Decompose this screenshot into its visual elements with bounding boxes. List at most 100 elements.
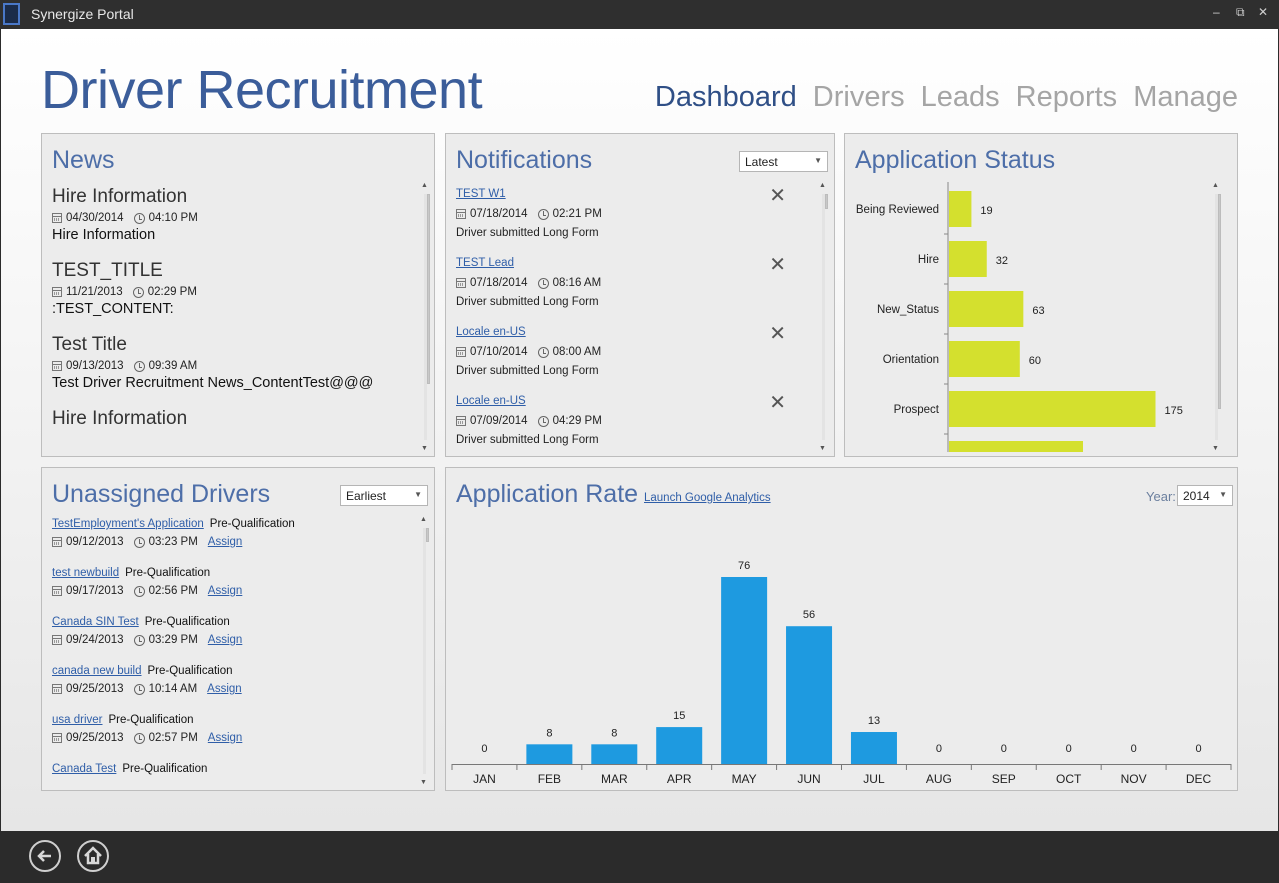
news-scrollbar[interactable]: ▲ ▼ <box>420 182 430 452</box>
clock-icon <box>537 346 549 358</box>
driver-link[interactable]: test newbuild <box>52 567 120 579</box>
assign-link[interactable]: Assign <box>207 683 242 695</box>
rate-month-label: APR <box>667 772 692 786</box>
application-status-chart: Being Reviewed 19 Hire 32 New_Status 63 Orient… <box>856 182 1183 452</box>
clock-icon <box>537 277 549 289</box>
scroll-down-arrow-icon[interactable]: ▼ <box>421 445 428 452</box>
news-item-meta: 11/21/2013 02:29 PM <box>52 286 412 298</box>
news-item-title: Test Title <box>52 334 127 355</box>
driver-link[interactable]: usa driver <box>52 714 103 726</box>
notification-link[interactable]: Locale en-US <box>456 395 526 407</box>
clock-icon <box>133 360 145 372</box>
dismiss-notification-icon[interactable]: ✕ <box>769 323 786 345</box>
driver-time: 02:56 PM <box>148 585 198 597</box>
restore-button[interactable]: ⧉ <box>1236 5 1245 19</box>
driver-date: 09/25/2013 <box>66 683 124 695</box>
driver-time: 03:29 PM <box>148 634 198 646</box>
unassigned-sort-value: Earliest <box>346 489 387 503</box>
news-item-meta: 09/13/2013 09:39 AM <box>52 360 412 372</box>
rate-value-label: 0 <box>936 743 942 755</box>
calendar-icon <box>52 213 62 223</box>
dismiss-notification-icon[interactable]: ✕ <box>769 392 786 414</box>
rate-month-label: JUN <box>797 772 820 786</box>
home-button[interactable] <box>77 840 109 872</box>
status-scrollbar[interactable]: ▲ ▼ <box>1211 182 1221 452</box>
driver-status: Pre-Qualification <box>144 616 230 628</box>
news-item-content: Hire Information <box>52 227 156 243</box>
notification-description: Driver submitted Long Form <box>456 434 599 446</box>
scroll-down-arrow-icon[interactable]: ▼ <box>420 779 427 786</box>
news-item-content: :TEST_CONTENT: <box>52 301 174 317</box>
status-value-label: 19 <box>980 205 992 217</box>
calendar-icon <box>456 416 466 426</box>
chevron-down-icon: ▼ <box>814 156 822 165</box>
dismiss-notification-icon[interactable]: ✕ <box>769 185 786 207</box>
dismiss-notification-icon[interactable]: ✕ <box>769 254 786 276</box>
clock-icon <box>133 732 145 744</box>
application-rate-panel: Application Rate Launch Google Analytics… <box>445 467 1238 791</box>
rate-value-label: 8 <box>546 727 552 739</box>
news-item-title: TEST_TITLE <box>52 260 163 281</box>
rate-month-label: SEP <box>992 772 1016 786</box>
notifications-sort-value: Latest <box>745 155 778 169</box>
notifications-scrollbar[interactable]: ▲ ▼ <box>818 182 828 452</box>
main-content: Driver Recruitment Dashboard Drivers Lea… <box>1 29 1278 831</box>
status-category-label: Orientation <box>883 354 939 366</box>
launch-google-analytics-link[interactable]: Launch Google Analytics <box>644 492 771 504</box>
nav-reports[interactable]: Reports <box>1015 81 1118 113</box>
assign-link[interactable]: Assign <box>207 634 243 646</box>
driver-time: 03:23 PM <box>148 536 198 548</box>
status-value-label: 32 <box>996 255 1008 267</box>
notification-description: Driver submitted Long Form <box>456 296 599 308</box>
clock-icon <box>132 286 144 298</box>
status-value-label: 175 <box>1165 405 1183 417</box>
unassigned-sort-select[interactable]: Earliest ▼ <box>340 485 428 506</box>
rate-month-label: OCT <box>1056 772 1082 786</box>
calendar-icon <box>52 635 62 645</box>
notifications-sort-select[interactable]: Latest ▼ <box>739 151 828 172</box>
scroll-up-arrow-icon[interactable]: ▲ <box>421 182 428 189</box>
status-value-label: 60 <box>1029 355 1041 367</box>
news-title: News <box>52 146 115 174</box>
rate-value-label: 13 <box>868 715 880 727</box>
notification-time: 04:29 PM <box>552 415 602 427</box>
rate-month-label: DEC <box>1186 772 1212 786</box>
driver-link[interactable]: Canada SIN Test <box>52 616 139 628</box>
rate-month-label: MAR <box>601 772 628 786</box>
driver-date: 09/24/2013 <box>66 634 124 646</box>
year-select[interactable]: 2014 ▼ <box>1177 485 1233 506</box>
nav-manage[interactable]: Manage <box>1133 81 1238 113</box>
back-button[interactable] <box>29 840 61 872</box>
top-nav: Dashboard Drivers Leads Reports Manage <box>655 81 1238 114</box>
notification-link[interactable]: TEST Lead <box>456 257 514 269</box>
driver-link[interactable]: Canada Test <box>52 763 117 775</box>
scroll-down-arrow-icon[interactable]: ▼ <box>1212 445 1219 452</box>
driver-link[interactable]: TestEmployment's Application <box>52 518 204 530</box>
notification-item: Locale en-US 07/10/2014 08:00 AM Driver … <box>456 322 816 391</box>
notification-link[interactable]: Locale en-US <box>456 326 526 338</box>
notifications-title: Notifications <box>456 146 593 174</box>
nav-dashboard[interactable]: Dashboard <box>654 81 797 113</box>
nav-leads[interactable]: Leads <box>920 81 1000 113</box>
scroll-down-arrow-icon[interactable]: ▼ <box>819 445 826 452</box>
driver-time: 10:14 AM <box>148 683 198 695</box>
assign-link[interactable]: Assign <box>207 536 243 548</box>
notification-time: 08:16 AM <box>552 277 602 289</box>
calendar-icon <box>456 278 466 288</box>
close-window-button[interactable]: ✕ <box>1258 5 1269 19</box>
news-item-date: 04/30/2014 <box>66 212 124 224</box>
minimize-button[interactable]: ‒ <box>1213 5 1220 19</box>
rate-value-label: 56 <box>803 609 815 621</box>
unassigned-driver-item: canada new build Pre-Qualification 09/25/… <box>52 665 422 714</box>
news-item-date: 11/21/2013 <box>66 286 123 298</box>
notification-link[interactable]: TEST W1 <box>456 188 506 200</box>
assign-link[interactable]: Assign <box>207 732 243 744</box>
nav-drivers[interactable]: Drivers <box>812 81 905 113</box>
scroll-up-arrow-icon[interactable]: ▲ <box>819 182 826 189</box>
scroll-up-arrow-icon[interactable]: ▲ <box>1212 182 1219 189</box>
driver-link[interactable]: canada new build <box>52 665 142 677</box>
scroll-up-arrow-icon[interactable]: ▲ <box>420 516 427 523</box>
unassigned-scrollbar[interactable]: ▲ ▼ <box>419 516 429 786</box>
notification-item: TEST Lead 07/18/2014 08:16 AM Driver sub… <box>456 253 816 322</box>
assign-link[interactable]: Assign <box>207 585 243 597</box>
